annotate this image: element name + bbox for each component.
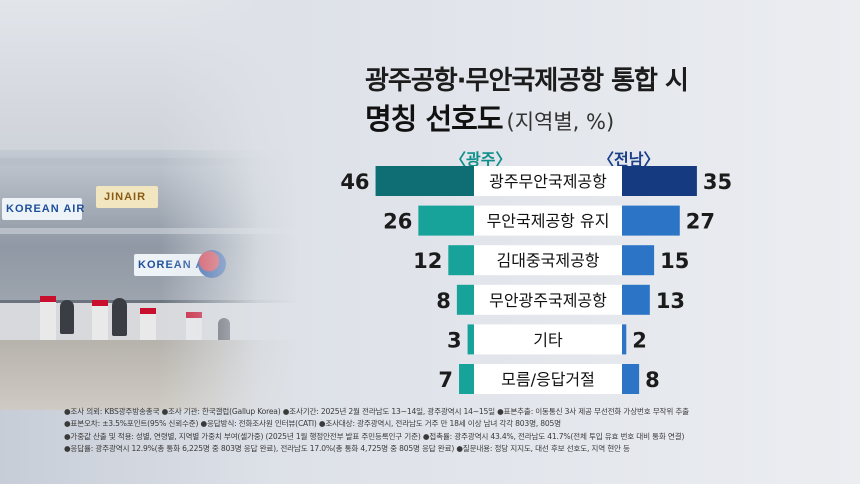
survey-note-line: ●응답률: 광주광역시 12.9%(총 통화 6,225명 중 803명 응답 … xyxy=(64,444,630,454)
bar-jeonnam xyxy=(622,205,680,236)
category-label-box xyxy=(474,364,622,394)
korean-air-sign xyxy=(2,198,82,220)
bar-gwangju xyxy=(375,166,474,196)
beam xyxy=(0,228,300,234)
value-label-jeonnam: 27 xyxy=(686,210,715,234)
bar-jeonnam xyxy=(622,245,655,276)
value-label-gwangju: 12 xyxy=(413,249,442,273)
photo-fade xyxy=(160,0,300,410)
category-label: 무안광주국제공항 xyxy=(489,291,607,310)
category-label-box xyxy=(474,284,622,315)
category-label: 기타 xyxy=(533,330,563,349)
survey-note-line: ●표본오차: ±3.5%포인트(95% 신뢰수준) ●응답방식: 전화조사원 인… xyxy=(64,419,561,429)
value-label-gwangju: 7 xyxy=(438,368,453,392)
person xyxy=(112,298,127,336)
bar-jeonnam xyxy=(622,324,627,355)
chart-subtitle: 명칭 선호도 xyxy=(365,102,503,136)
category-label: 김대중국제공항 xyxy=(496,251,599,270)
category-label: 모름/응답거절 xyxy=(501,370,595,389)
category-label-box xyxy=(474,245,622,276)
bar-jeonnam xyxy=(622,284,650,315)
survey-note-line: ●가중값 산출 및 적용: 성별, 연령별, 지역별 가중치 부여(셀가중) (… xyxy=(64,431,685,441)
jinair-sign-text: JINAIR xyxy=(104,191,147,203)
chart-title: 광주공항·무안국제공항 통합 시 xyxy=(365,66,689,96)
value-label-gwangju: 8 xyxy=(436,289,451,313)
bar-gwangju xyxy=(467,324,474,355)
korean-air-sign-text: KOREAN AIR xyxy=(6,203,86,215)
bar-gwangju xyxy=(459,364,474,394)
legend-jeonnam: 〈전남〉 xyxy=(598,150,660,169)
category-label: 무안국제공항 유지 xyxy=(487,212,610,231)
value-label-gwangju: 46 xyxy=(340,170,369,194)
category-label: 광주무안국제공항 xyxy=(489,172,607,191)
value-label-jeonnam: 35 xyxy=(703,170,732,194)
bar-gwangju xyxy=(448,245,474,276)
legend-gwangju: 〈광주〉 xyxy=(450,150,512,169)
bar-jeonnam xyxy=(622,364,640,394)
value-label-gwangju: 3 xyxy=(447,328,462,352)
beam xyxy=(0,158,300,166)
category-label-box xyxy=(474,324,622,355)
airport-photo: KOREAN AIR JINAIR KOREAN AIR xyxy=(0,0,300,410)
bar-gwangju xyxy=(456,284,474,315)
category-label-box xyxy=(474,166,622,196)
bar-gwangju xyxy=(418,205,474,236)
value-label-jeonnam: 2 xyxy=(632,328,647,352)
bar-jeonnam xyxy=(622,166,697,196)
value-label-jeonnam: 8 xyxy=(645,368,660,392)
value-label-gwangju: 26 xyxy=(383,210,412,234)
value-label-jeonnam: 13 xyxy=(656,289,685,313)
survey-note-line: ●조사 의뢰: KBS광주방송총국 ●조사 기관: 한국갤럽(Gallup Ko… xyxy=(64,407,689,416)
jinair-sign xyxy=(96,186,158,208)
survey-notes: ●조사 의뢰: KBS광주방송총국 ●조사 기관: 한국갤럽(Gallup Ko… xyxy=(64,406,854,456)
chart-subtitle-row: 명칭 선호도 (지역별, %) xyxy=(365,96,614,138)
chart-unit: (지역별, %) xyxy=(506,110,615,134)
value-label-jeonnam: 15 xyxy=(660,249,689,273)
category-label-box xyxy=(474,205,622,236)
person xyxy=(60,300,74,334)
